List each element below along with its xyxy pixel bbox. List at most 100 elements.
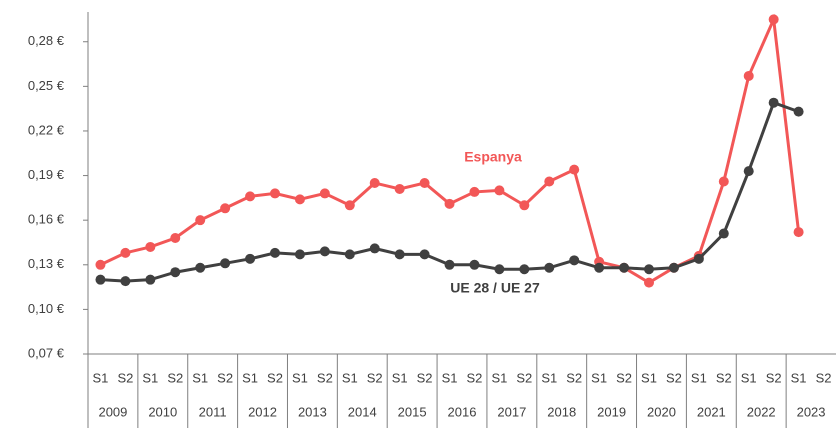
- point: [170, 233, 181, 244]
- x-tick-label: S2: [167, 370, 183, 385]
- year-label: 2009: [98, 404, 127, 419]
- point: [369, 243, 380, 254]
- year-label: 2014: [348, 404, 377, 419]
- point: [369, 178, 380, 188]
- point: [344, 249, 355, 260]
- x-tick-label: S2: [616, 370, 632, 385]
- x-tick-label: S1: [641, 370, 657, 385]
- x-tick-label: S2: [217, 370, 233, 385]
- x-tick-label: S1: [342, 370, 358, 385]
- y-tick-label: 0,13 €: [28, 256, 65, 271]
- point: [195, 262, 206, 273]
- x-tick-label: S1: [93, 370, 109, 385]
- series-label: Espanya: [464, 149, 522, 165]
- x-tick-label: S2: [417, 370, 433, 385]
- x-tick-label: S2: [716, 370, 732, 385]
- point: [120, 247, 131, 258]
- x-tick-label: S1: [242, 370, 258, 385]
- point: [419, 178, 430, 188]
- point: [220, 258, 231, 269]
- point: [245, 191, 256, 202]
- x-tick-label: S1: [591, 370, 607, 385]
- point: [394, 249, 405, 260]
- point: [519, 264, 530, 275]
- point: [644, 277, 654, 288]
- point: [145, 274, 156, 285]
- x-tick-label: S2: [816, 370, 832, 385]
- year-label: 2010: [148, 404, 177, 419]
- x-tick-label: S2: [467, 370, 483, 385]
- x-tick-label: S1: [791, 370, 807, 385]
- year-label: 2013: [298, 404, 327, 419]
- x-tick-label: S2: [666, 370, 682, 385]
- year-label: 2011: [199, 404, 227, 419]
- point: [319, 246, 330, 257]
- x-tick-label: S2: [516, 370, 532, 385]
- point: [743, 70, 754, 81]
- point: [743, 166, 754, 177]
- x-tick-label: S2: [267, 370, 283, 385]
- year-label: 2017: [497, 404, 526, 419]
- point: [270, 247, 280, 258]
- point: [619, 262, 630, 273]
- x-tick-label: S1: [442, 370, 458, 385]
- point: [294, 249, 305, 260]
- point: [195, 215, 206, 226]
- year-label: 2021: [697, 404, 726, 419]
- point: [419, 249, 430, 260]
- y-tick-label: 0,19 €: [28, 167, 65, 182]
- year-label: 2020: [647, 404, 676, 419]
- point: [469, 259, 480, 270]
- series-line: [100, 100, 800, 283]
- y-tick-label: 0,07 €: [28, 345, 65, 360]
- x-tick-label: S1: [292, 370, 308, 385]
- x-tick-label: S1: [192, 370, 208, 385]
- x-tick-label: S2: [566, 370, 582, 385]
- point: [220, 203, 231, 214]
- point: [793, 227, 804, 238]
- point: [693, 253, 704, 264]
- x-tick-label: S2: [367, 370, 383, 385]
- year-label: 2015: [398, 404, 427, 419]
- point: [245, 253, 256, 264]
- point: [519, 200, 530, 211]
- point: [569, 164, 580, 175]
- point: [270, 188, 280, 199]
- point: [544, 176, 555, 187]
- year-label: 2023: [797, 404, 826, 419]
- point: [95, 274, 106, 285]
- x-tick-label: S2: [317, 370, 333, 385]
- point: [319, 188, 330, 199]
- x-tick-label: S2: [766, 370, 782, 385]
- y-tick-label: 0,16 €: [28, 212, 65, 227]
- year-label: 2022: [747, 404, 776, 419]
- series-line: [99, 13, 801, 285]
- point: [394, 183, 405, 194]
- point: [718, 228, 729, 239]
- point: [170, 267, 181, 278]
- y-tick-label: 0,10 €: [28, 301, 65, 316]
- point: [120, 276, 131, 287]
- point: [294, 194, 305, 205]
- point: [344, 200, 355, 211]
- point: [594, 262, 605, 273]
- year-label: 2012: [248, 404, 277, 419]
- x-tick-label: S1: [491, 370, 507, 385]
- x-tick-label: S1: [541, 370, 557, 385]
- point: [444, 259, 455, 270]
- y-tick-label: 0,22 €: [28, 122, 65, 137]
- x-tick-label: S1: [691, 370, 707, 385]
- point: [95, 259, 106, 270]
- point: [494, 264, 505, 275]
- point: [644, 264, 654, 275]
- x-tick-label: S1: [741, 370, 757, 385]
- point: [768, 97, 779, 108]
- point: [718, 176, 729, 187]
- year-label: 2016: [448, 404, 477, 419]
- point: [145, 241, 156, 252]
- point: [768, 14, 779, 25]
- point: [793, 106, 804, 117]
- year-label: 2019: [597, 404, 626, 419]
- series-label: UE 28 / UE 27: [450, 280, 540, 296]
